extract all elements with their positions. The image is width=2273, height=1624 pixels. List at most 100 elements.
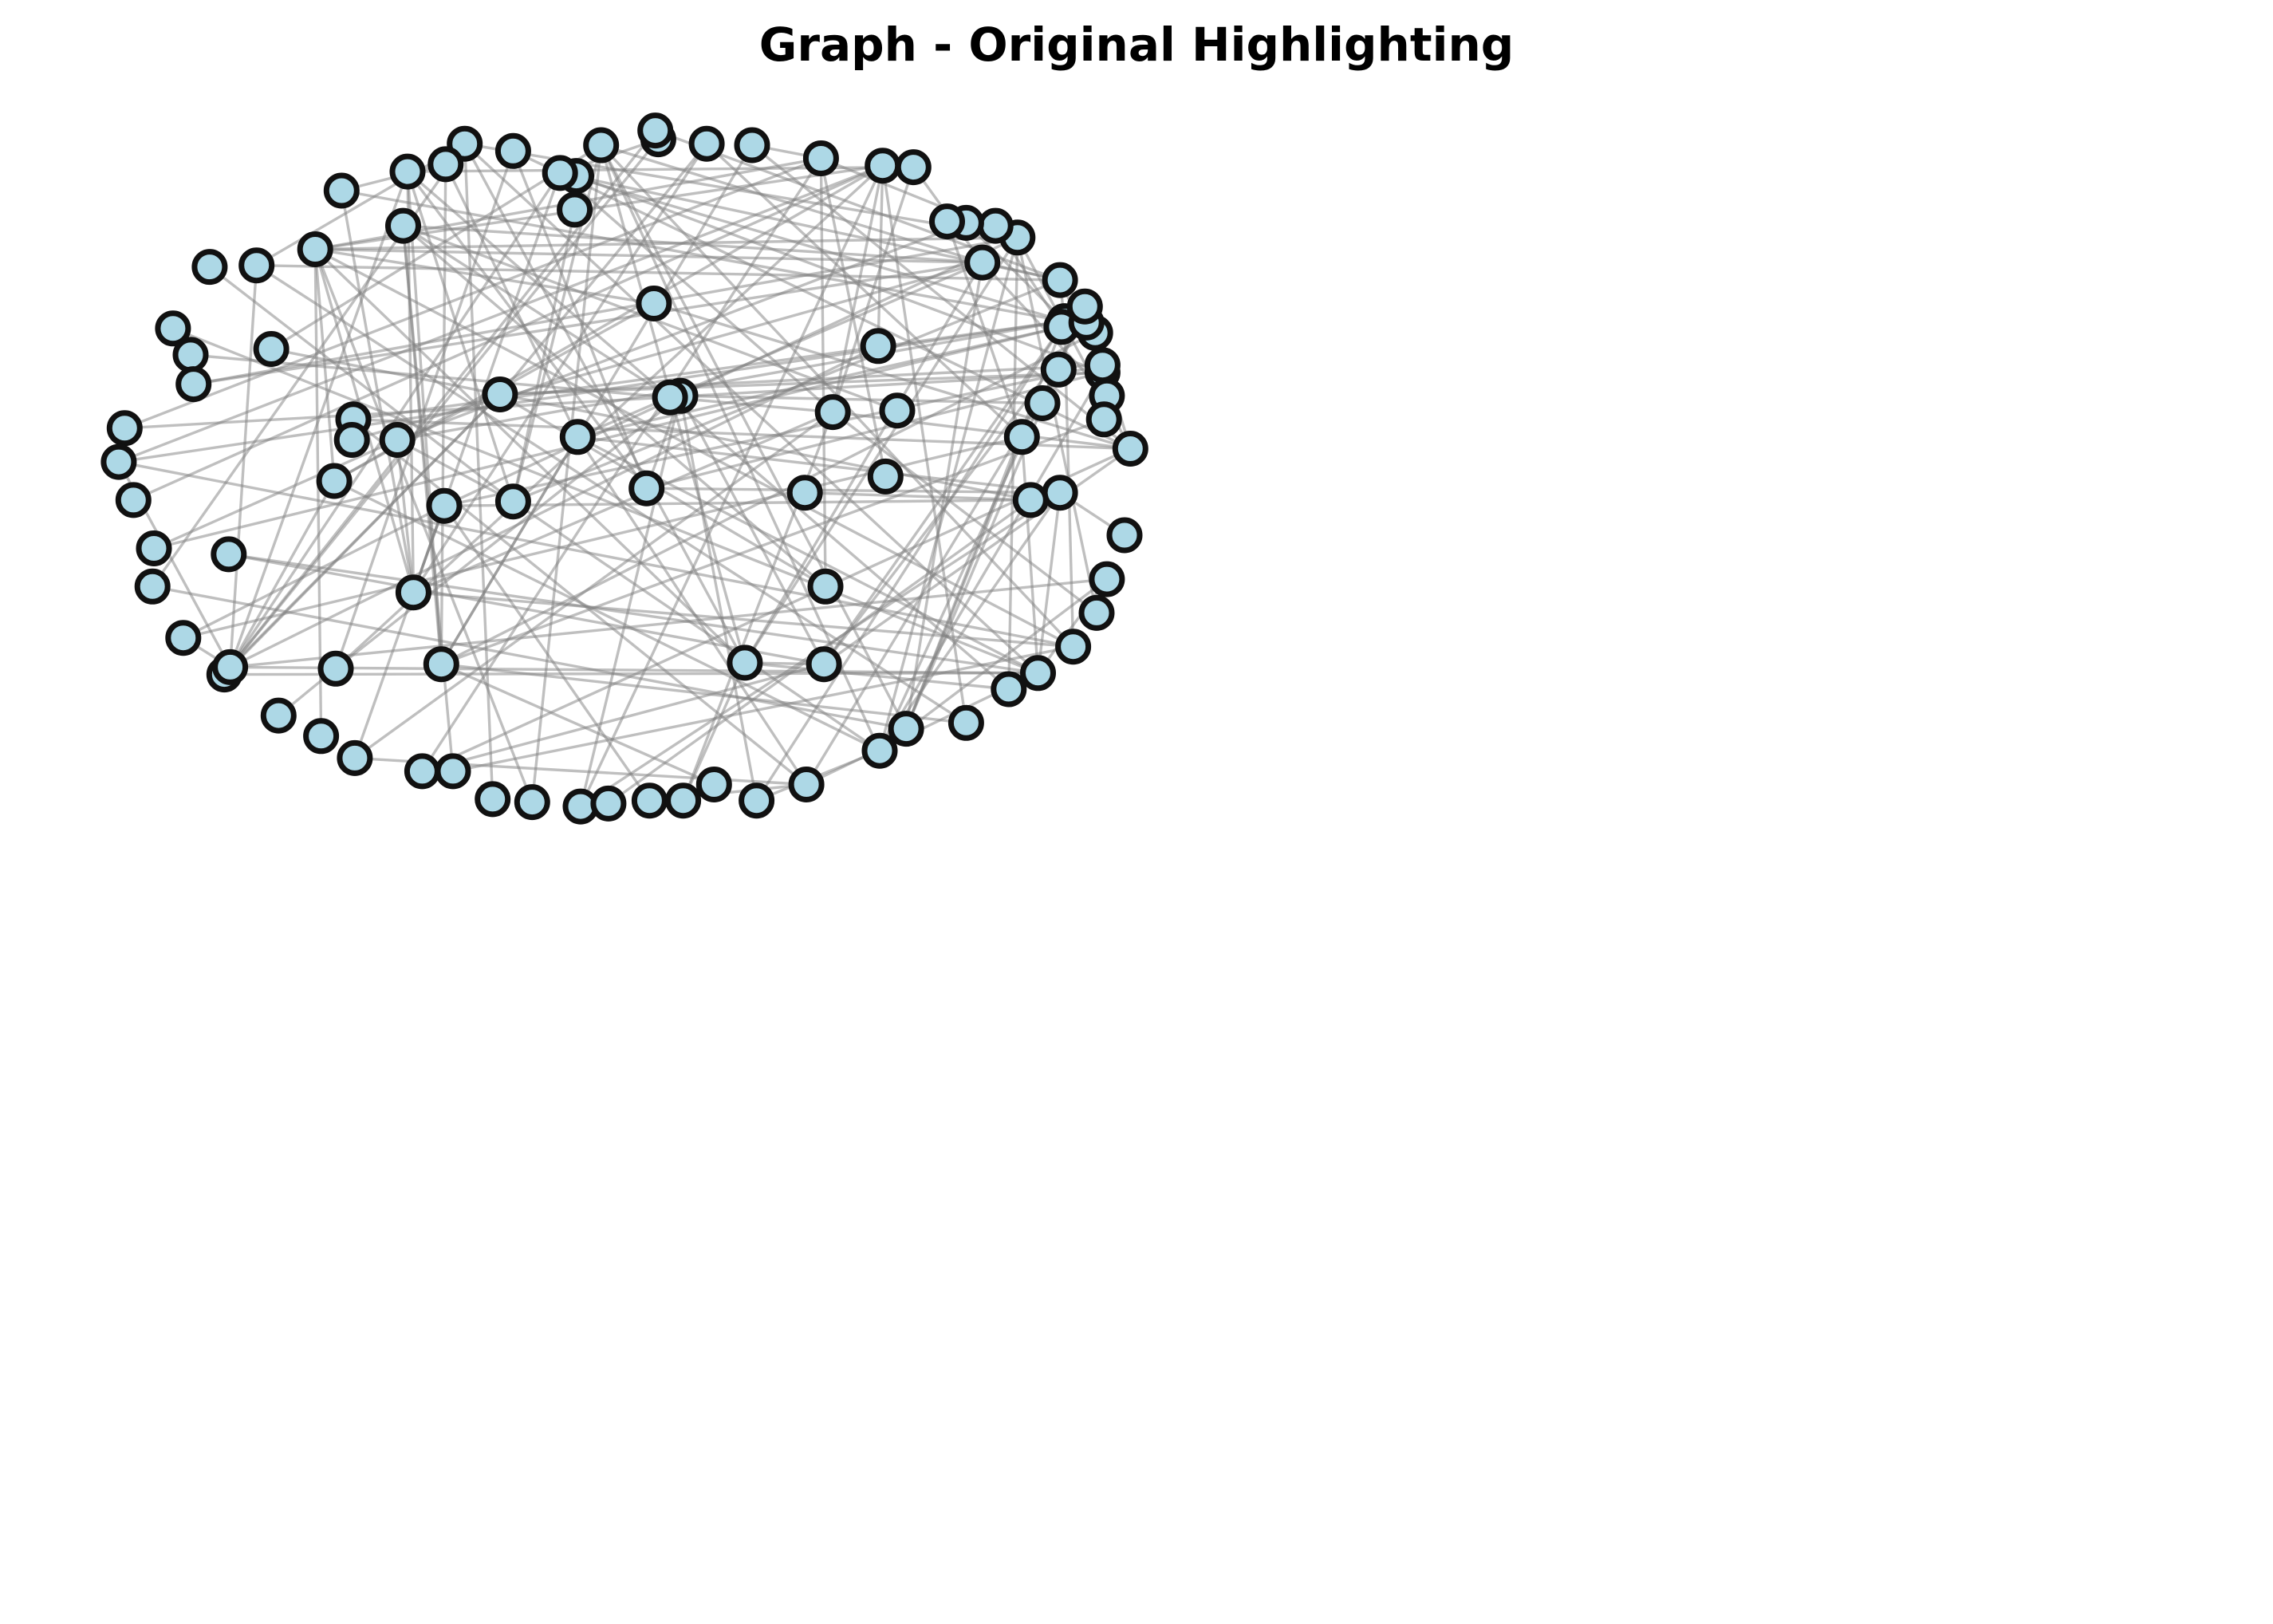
graph-node (482, 376, 518, 412)
graph-node (628, 470, 665, 507)
graph-edge (579, 395, 682, 807)
graph-node (1084, 347, 1121, 384)
graph-node (1020, 655, 1056, 692)
graph-node (136, 530, 172, 566)
graph-edge (577, 436, 1061, 495)
graph-node (631, 782, 668, 819)
graph-node (175, 366, 212, 403)
graph-edge (831, 167, 915, 413)
graph-edge (452, 645, 1073, 773)
graph-edge (743, 236, 1019, 664)
graph-node (590, 785, 627, 822)
graph-edge (229, 393, 502, 668)
graph-edge (744, 661, 1009, 691)
graph-node (475, 781, 511, 818)
graph-node (964, 244, 1001, 281)
graph-node (134, 568, 171, 605)
graph-edge (511, 209, 577, 503)
graph-node (106, 410, 143, 447)
graph-node (786, 475, 823, 511)
graph-edge (653, 302, 1131, 451)
graph-edge (314, 247, 655, 305)
graph-node (323, 172, 360, 209)
graph-node (514, 784, 550, 821)
graph-node (637, 112, 674, 149)
graph-node (297, 231, 333, 267)
graph-node (727, 644, 763, 681)
edge-layer (117, 129, 1132, 808)
graph-node (115, 482, 152, 518)
graph-node (895, 149, 932, 186)
graph-edge (401, 225, 443, 664)
graph-edge (559, 171, 834, 413)
graph-edge (412, 143, 708, 593)
graph-node (888, 711, 924, 747)
graph-node (652, 379, 688, 416)
graph-edge (682, 411, 834, 802)
graph-node (734, 127, 770, 164)
graph-edge (878, 491, 1062, 752)
graph-node (238, 247, 275, 284)
graph-edge (576, 436, 808, 786)
graph-node (423, 646, 459, 683)
graph-node (389, 153, 426, 190)
graph-edge (743, 262, 984, 664)
graph-node (1040, 351, 1077, 388)
graph-node (665, 782, 702, 819)
graph-edge (228, 553, 1038, 675)
node-layer (100, 112, 1148, 825)
graph-node (977, 207, 1014, 244)
graph-node (557, 191, 593, 228)
graph-node (861, 732, 898, 769)
graph-edge (439, 164, 447, 664)
graph-edge (512, 500, 880, 752)
graph-edge (353, 418, 1131, 451)
graph-node (1012, 482, 1049, 518)
graph-node (191, 249, 228, 286)
graph-node (253, 331, 290, 367)
graph-edge (228, 553, 825, 666)
graph-node (739, 782, 775, 819)
graph-edge (229, 480, 336, 668)
graph-node (1089, 561, 1125, 597)
graph-edge (823, 447, 1132, 666)
graph-edge (353, 505, 446, 759)
graph-edge (314, 248, 747, 664)
graph-node (807, 568, 844, 605)
graph-node (1066, 288, 1103, 325)
graph-node (379, 422, 416, 458)
graph-node (260, 697, 297, 734)
graph-edge (228, 171, 409, 668)
graph-node (395, 574, 431, 611)
graph-edge (443, 364, 1103, 507)
graph-edge (255, 264, 967, 724)
graph-node (1042, 475, 1078, 511)
graph-node (542, 155, 578, 191)
graph-node (435, 753, 471, 790)
graph-node (814, 394, 851, 431)
graph-edge (421, 447, 1132, 773)
graph-title: Graph - Original Highlighting (758, 18, 1515, 72)
graph-node (494, 483, 531, 520)
graph-edge (407, 165, 914, 173)
graph-edge (396, 319, 1065, 442)
graph-edge (315, 247, 983, 264)
graph-node (788, 767, 825, 802)
graph-node (1106, 517, 1143, 554)
graph-node (212, 648, 249, 685)
graph-edge (877, 165, 884, 346)
graph-node (865, 148, 901, 184)
graph-edge (402, 224, 672, 399)
graph-node (337, 739, 373, 776)
graph-node (929, 203, 965, 240)
graph-node (867, 458, 904, 495)
graph-node (860, 328, 896, 365)
graph-node (559, 419, 596, 455)
graph-edge (965, 222, 1066, 322)
graph-edge (406, 171, 443, 664)
graph-edge (118, 319, 1065, 463)
graph-edge (601, 144, 983, 264)
graph-node (947, 704, 984, 741)
graph-edge (1036, 492, 1062, 674)
